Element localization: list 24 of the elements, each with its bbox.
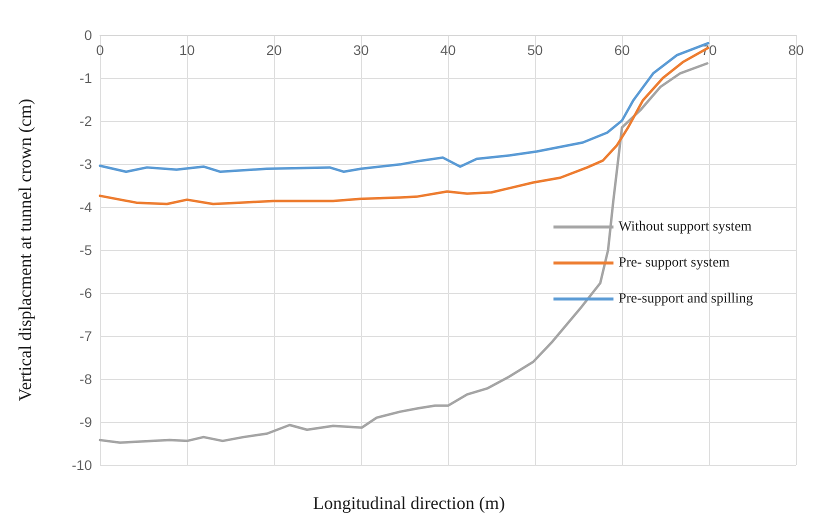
x-tick-label: 10 <box>179 42 195 58</box>
legend-label: Pre-support and spilling <box>618 292 753 306</box>
x-tick-label: 80 <box>788 42 804 58</box>
x-tick-label: 60 <box>614 42 630 58</box>
y-tick-label: -2 <box>80 113 92 129</box>
x-tick-label: 50 <box>527 42 543 58</box>
y-tick-label: -6 <box>80 285 92 301</box>
y-tick-label: -1 <box>80 70 92 86</box>
x-tick-label: 20 <box>266 42 282 58</box>
x-tick-label: 40 <box>440 42 456 58</box>
y-tick-label: -3 <box>80 156 92 172</box>
y-tick-label: -10 <box>72 457 92 473</box>
legend-label: Without support system <box>618 220 752 234</box>
y-axis-title: Vertical displacment at tunnel crown (cm) <box>15 98 35 402</box>
y-tick-label: -7 <box>80 328 92 344</box>
x-axis-title: Longitudinal direction (m) <box>313 493 505 513</box>
x-tick-label: 0 <box>96 42 104 58</box>
legend-label: Pre- support system <box>618 256 730 270</box>
y-tick-label: 0 <box>84 27 92 43</box>
x-tick-label: 30 <box>353 42 369 58</box>
y-tick-label: -4 <box>80 199 92 215</box>
y-tick-label: -5 <box>80 242 92 258</box>
y-tick-label: -9 <box>80 414 92 430</box>
y-tick-label: -8 <box>80 371 92 387</box>
